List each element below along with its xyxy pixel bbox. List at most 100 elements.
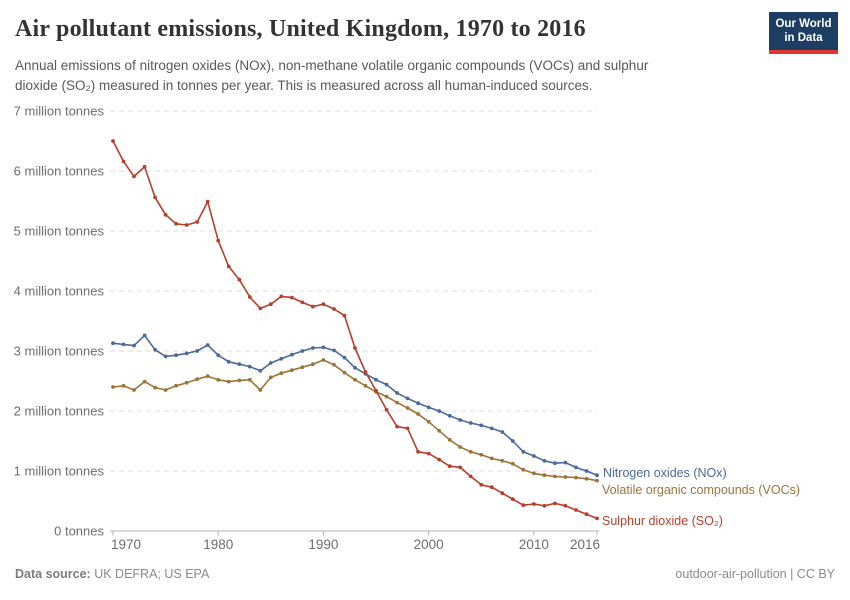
data-point <box>353 377 357 382</box>
data-point <box>437 409 442 413</box>
data-point <box>321 358 326 362</box>
data-point <box>500 458 505 463</box>
data-point <box>237 362 242 367</box>
chart-subtitle: Annual emissions of nitrogen oxides (NOx… <box>15 58 649 94</box>
data-point <box>553 501 557 506</box>
data-point <box>532 454 536 458</box>
data-point <box>353 346 357 350</box>
data-point <box>332 307 336 311</box>
data-source-label: Data source: <box>15 567 91 581</box>
x-tick-label: 1990 <box>308 537 338 552</box>
data-point <box>205 343 210 347</box>
data-point <box>595 473 599 478</box>
data-point <box>489 485 494 490</box>
x-tick-label: 2000 <box>414 537 444 552</box>
series-markers-nox <box>111 333 599 478</box>
data-point <box>279 371 284 376</box>
data-point <box>342 313 347 318</box>
data-point <box>416 401 420 406</box>
data-point <box>290 368 294 373</box>
data-point <box>542 458 547 463</box>
data-point <box>374 377 378 382</box>
data-point <box>216 377 221 382</box>
data-point <box>563 460 568 465</box>
data-point <box>563 475 568 479</box>
data-point <box>247 295 252 299</box>
data-point <box>163 354 168 359</box>
data-point <box>311 304 315 309</box>
data-point <box>184 223 189 227</box>
data-point <box>121 383 126 388</box>
x-tick-label: 2010 <box>519 537 549 552</box>
data-point <box>332 348 336 353</box>
data-point <box>321 345 326 350</box>
data-point <box>521 503 526 508</box>
data-point <box>416 412 420 416</box>
data-point <box>532 471 536 476</box>
data-point <box>468 421 473 425</box>
data-point <box>479 452 484 457</box>
data-point <box>510 461 515 466</box>
data-point <box>595 516 599 521</box>
data-point <box>205 199 210 204</box>
data-point <box>300 349 305 353</box>
data-point <box>437 428 442 433</box>
data-point <box>563 503 568 508</box>
data-point <box>458 418 463 422</box>
data-point <box>247 377 252 382</box>
data-point <box>416 449 420 454</box>
y-tick-label: 6 million tonnes <box>14 164 105 179</box>
data-point <box>384 407 389 412</box>
data-point <box>226 379 231 384</box>
data-point <box>468 474 473 479</box>
data-point <box>405 426 410 431</box>
data-point <box>174 383 179 388</box>
series-label-so2: Sulphur dioxide (SO₂) <box>602 514 723 528</box>
data-point <box>405 396 410 401</box>
data-point <box>584 469 589 473</box>
owid-logo[interactable]: Our World in Data <box>769 12 838 54</box>
data-point <box>300 365 305 370</box>
data-point <box>532 502 536 506</box>
data-point <box>153 347 158 352</box>
data-source-value: UK DEFRA; US EPA <box>90 567 210 581</box>
y-tick-label: 2 million tonnes <box>14 404 105 419</box>
data-point <box>426 451 431 456</box>
data-point <box>195 349 200 353</box>
data-point <box>447 464 452 469</box>
data-point <box>426 419 431 424</box>
data-point <box>226 359 231 364</box>
data-point <box>574 465 578 470</box>
license-link[interactable]: outdoor-air-pollution | CC BY <box>675 567 835 581</box>
data-point <box>553 461 557 466</box>
data-point <box>226 264 231 269</box>
data-point <box>521 467 526 472</box>
data-point <box>258 368 263 373</box>
data-point <box>405 406 410 410</box>
series-label-vocs: Volatile organic compounds (VOCs) <box>602 483 801 497</box>
data-point <box>258 388 263 392</box>
series-line-nox <box>112 334 598 477</box>
data-point <box>205 374 210 379</box>
data-point <box>268 375 273 380</box>
data-point <box>510 439 515 443</box>
data-point <box>395 391 399 395</box>
y-gridlines <box>110 110 597 472</box>
data-point <box>111 139 115 143</box>
x-tick-label: 1970 <box>111 537 141 552</box>
data-point <box>342 355 347 360</box>
data-point <box>121 342 126 347</box>
data-point <box>174 353 179 358</box>
data-point <box>468 449 473 454</box>
data-point <box>163 212 168 217</box>
data-point <box>447 437 452 442</box>
data-point <box>395 424 399 429</box>
x-axis: 1970 1980 1990 2000 2010 2016 <box>110 530 600 552</box>
data-point <box>574 475 578 480</box>
data-point <box>553 474 557 479</box>
y-tick-label: 3 million tonnes <box>14 344 105 359</box>
data-point <box>132 174 136 179</box>
data-point <box>300 300 305 305</box>
